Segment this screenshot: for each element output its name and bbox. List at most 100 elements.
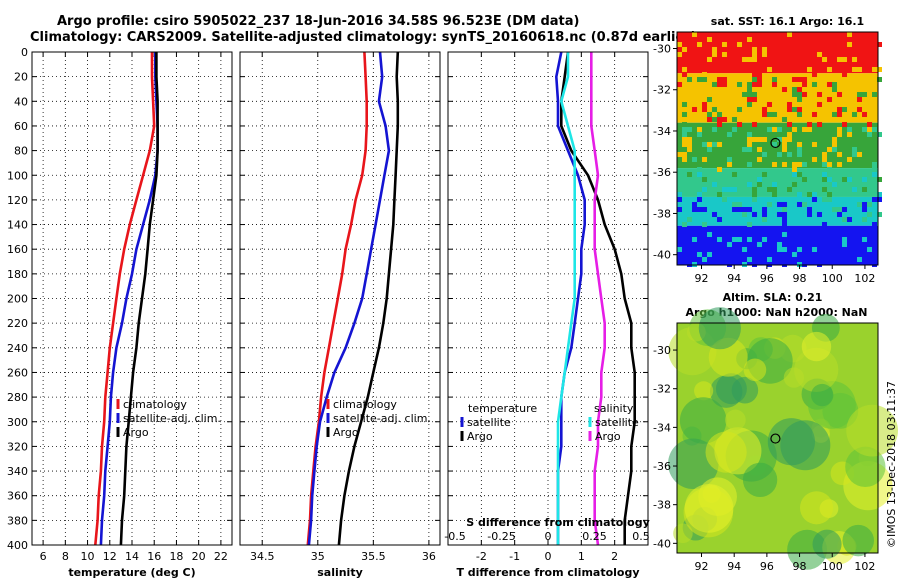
sst-pixel (677, 42, 682, 47)
sst-pixel (712, 117, 717, 122)
sst-pixel (772, 142, 777, 147)
sla-blob (842, 524, 875, 557)
s-tick-label: -0.5 (444, 530, 465, 543)
sst-pixel (687, 147, 692, 152)
sst-pixel (852, 62, 857, 67)
sst-pixel (797, 237, 802, 242)
sst-pixel (837, 152, 842, 157)
sst-pixel (842, 242, 847, 247)
sst-pixel (787, 42, 792, 47)
sst-pixel (727, 57, 732, 62)
sst-pixel (767, 202, 772, 207)
sst-pixel (757, 227, 762, 232)
sst-pixel (732, 117, 737, 122)
sst-pixel (717, 237, 722, 242)
depth-tick-label: 100 (7, 169, 28, 182)
sst-pixel (752, 57, 757, 62)
sst-pixel (702, 227, 707, 232)
sst-pixel (752, 72, 757, 77)
sla-field (668, 307, 898, 570)
sst-pixel (682, 222, 687, 227)
sst-pixel (702, 107, 707, 112)
sst-pixel (762, 217, 767, 222)
sst-pixel (842, 177, 847, 182)
sst-pixel (832, 112, 837, 117)
sst-pixel (787, 122, 792, 127)
sst-pixel (697, 77, 702, 82)
sst-pixel (772, 112, 777, 117)
sst-pixel (822, 152, 827, 157)
sst-pixel (677, 32, 682, 37)
sst-pixel (742, 247, 747, 252)
sst-pixel (872, 257, 877, 262)
sla-blob (801, 331, 832, 362)
figure-title-line1: Argo profile: csiro 5905022_237 18-Jun-2… (57, 14, 579, 29)
sst-pixel (712, 107, 717, 112)
sst-pixel (702, 62, 707, 67)
sst-pixel (717, 112, 722, 117)
series-line-salinity-satellite (556, 52, 577, 545)
plot-frame (31, 51, 233, 546)
sst-pixel (847, 157, 852, 162)
legend-title-temperature: temperature (468, 402, 537, 415)
sst-pixel (742, 207, 747, 212)
legend-label: satellite-adj. clim. (123, 412, 221, 425)
sst-pixel (812, 142, 817, 147)
sst-pixel (702, 72, 707, 77)
depth-tick-label: 60 (14, 120, 28, 133)
sst-pixel (792, 127, 797, 132)
sst-pixel (772, 77, 777, 82)
sst-pixel (752, 122, 757, 127)
sla-blob (705, 431, 747, 473)
sst-pixel (722, 42, 727, 47)
sst-pixel (862, 187, 867, 192)
sst-pixel (827, 67, 832, 72)
sst-pixel (782, 162, 787, 167)
sst-pixel (727, 157, 732, 162)
sst-pixel (797, 107, 802, 112)
x-tick-label: 35.5 (361, 550, 386, 563)
sst-pixel (802, 162, 807, 167)
sst-pixel (737, 82, 742, 87)
sst-pixel (697, 207, 702, 212)
x-axis-label: temperature (deg C) (68, 566, 195, 579)
sst-pixel (712, 142, 717, 147)
sst-pixel (762, 107, 767, 112)
sla-blob (767, 418, 815, 466)
sst-pixel (817, 52, 822, 57)
sst-pixel (747, 37, 752, 42)
sst-pixel (792, 167, 797, 172)
sst-pixel (747, 237, 752, 242)
sst-pixel (702, 222, 707, 227)
legend-label: Argo (123, 426, 149, 439)
sst-pixel (877, 132, 882, 137)
sst-pixel (767, 102, 772, 107)
sst-pixel (797, 162, 802, 167)
x-tick-label: 18 (169, 550, 183, 563)
sst-pixel (872, 92, 877, 97)
sst-pixel (757, 77, 762, 82)
sst-pixel (847, 42, 852, 47)
sst-pixel (747, 207, 752, 212)
sst-pixel (752, 212, 757, 217)
sst-pixel (707, 112, 712, 117)
map-y-tick-label: -30 (653, 42, 671, 55)
sst-pixel (877, 42, 882, 47)
depth-tick-label: 140 (7, 219, 28, 232)
sst-pixel (792, 252, 797, 257)
sst-pixel (722, 57, 727, 62)
sst-pixel (822, 242, 827, 247)
sst-pixel (682, 67, 687, 72)
sst-pixel (872, 172, 877, 177)
sst-pixel (677, 82, 682, 87)
sla-blob (725, 409, 746, 431)
sst-pixel (772, 82, 777, 87)
x-tick-label: 14 (125, 550, 139, 563)
sst-pixel (712, 57, 717, 62)
map-x-tick-label: 92 (695, 272, 709, 285)
sst-pixel (857, 152, 862, 157)
legend-label: climatology (333, 398, 397, 411)
sla-blob (673, 523, 693, 544)
x-tick-label: 34.5 (250, 550, 275, 563)
sst-pixel (772, 187, 777, 192)
